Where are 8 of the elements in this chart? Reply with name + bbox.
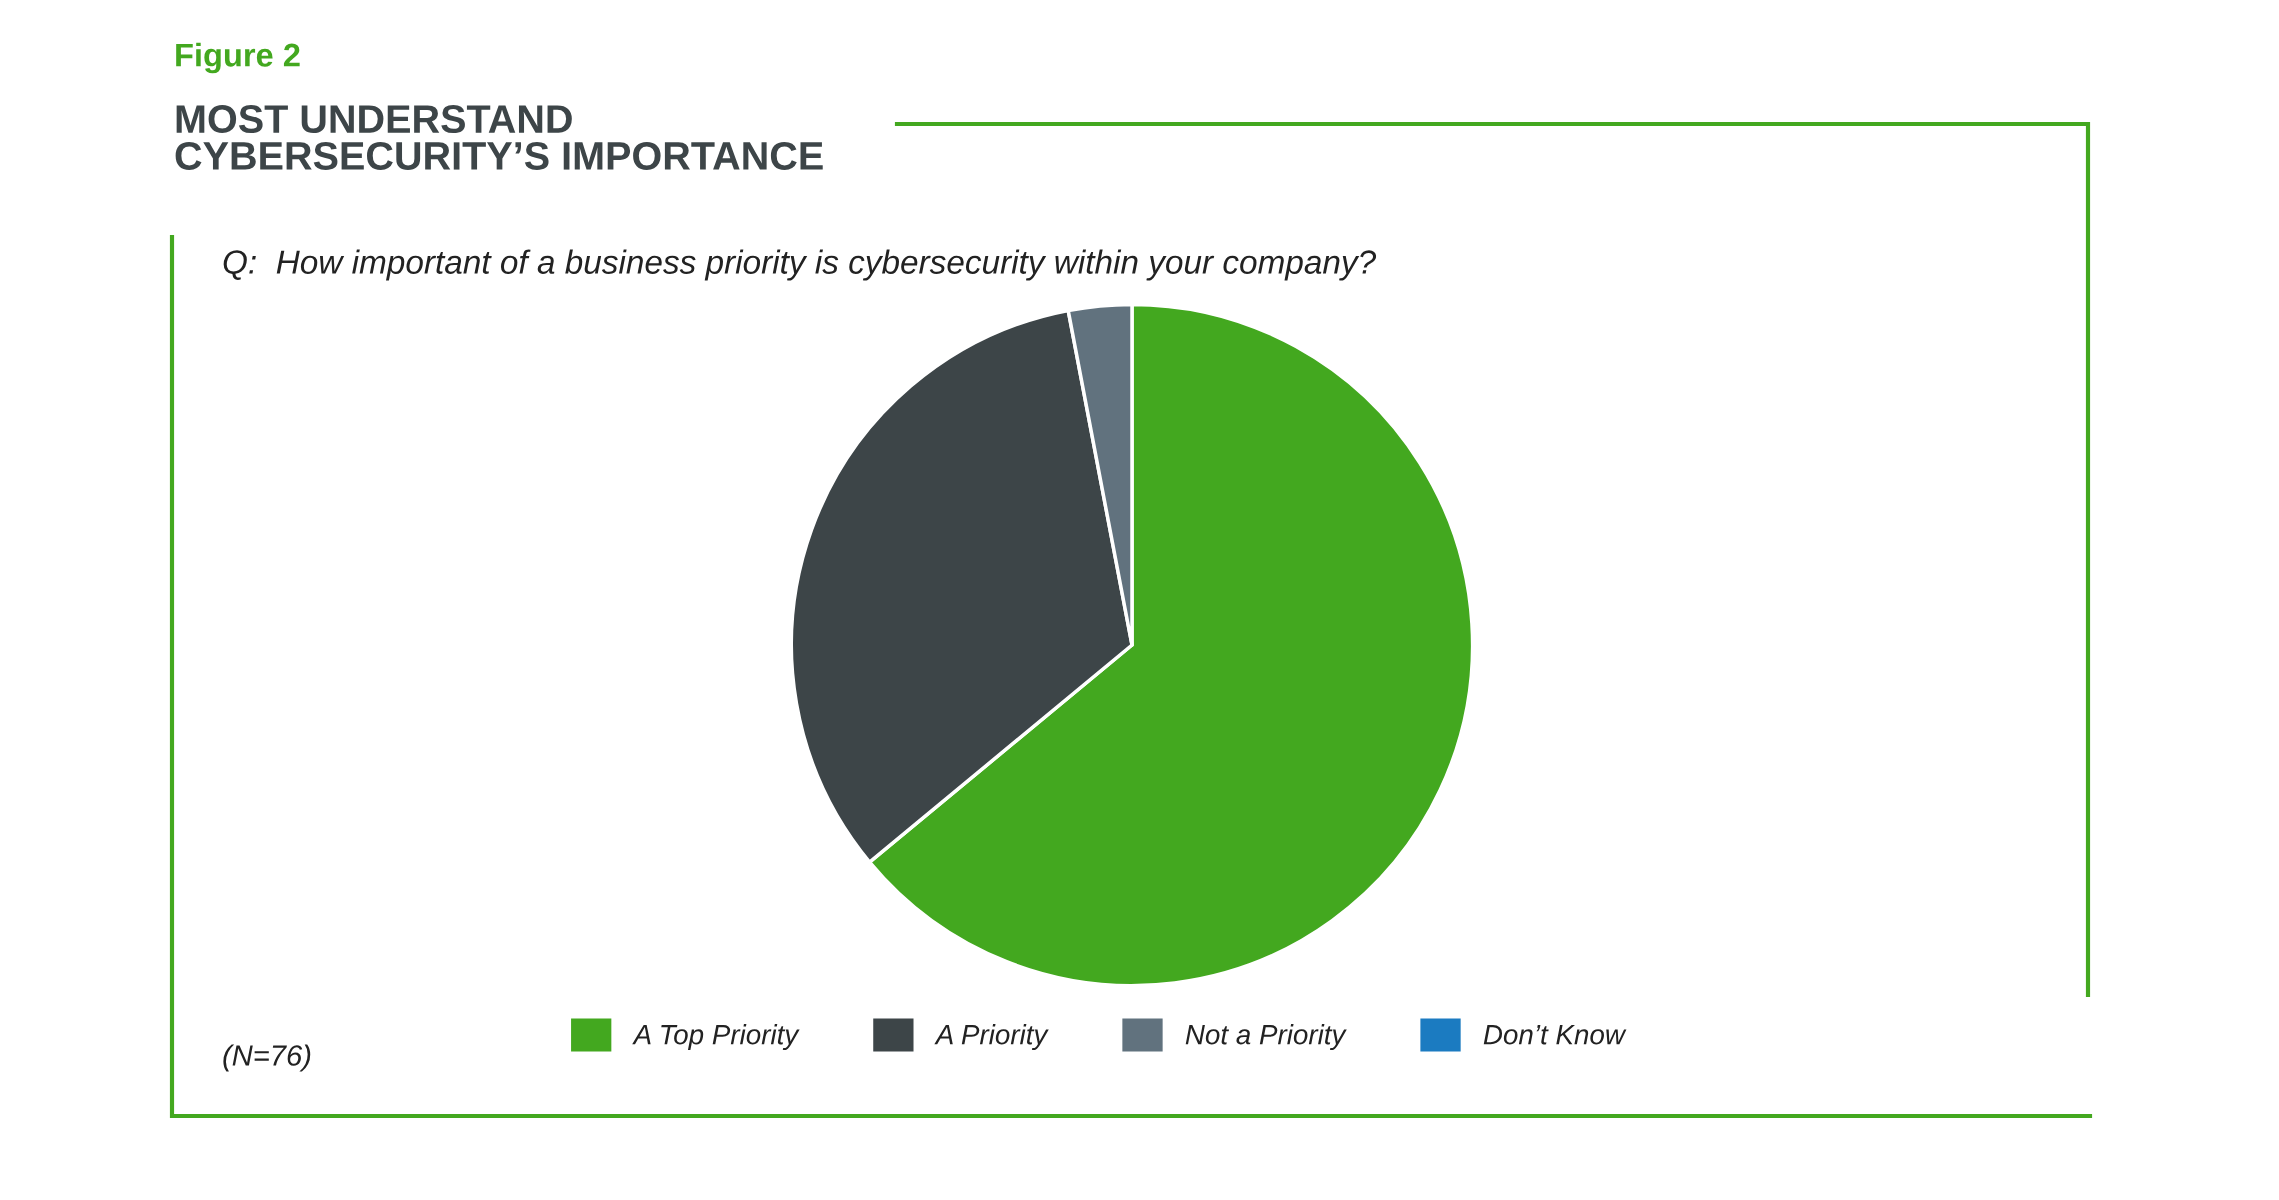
chart-title: MOST UNDERSTAND CYBERSECURITY’S IMPORTANCE <box>175 105 823 170</box>
chart-subtitle: Q: How important of a business priority is cybersecurity within your company? <box>223 249 1377 281</box>
text: (N=76) <box>223 1044 311 1072</box>
caption: Figure 2 <box>176 42 300 74</box>
legend-label: Don’t Know <box>1483 1025 1627 1045</box>
legend-label: Not a Priority <box>1185 1024 1347 1050</box>
legend-label: A Priority <box>934 1024 1049 1050</box>
legend-label: A Top Priority <box>632 1024 800 1050</box>
